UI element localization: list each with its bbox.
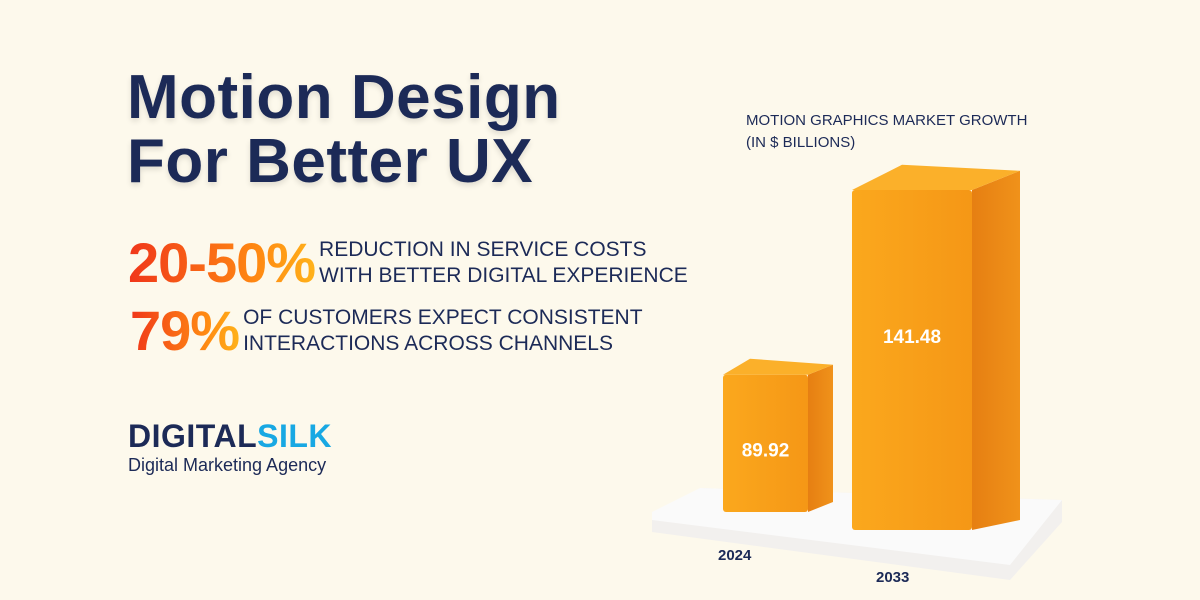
brand-tagline: Digital Marketing Agency bbox=[128, 455, 327, 475]
x-tick-label: 2033 bbox=[876, 569, 909, 586]
bar-top-2033 bbox=[852, 164, 1020, 190]
headline: Motion Design For Better UX bbox=[127, 66, 561, 194]
stat-service-costs: 20-50% REDUCTION IN SERVICE COSTS WITH B… bbox=[128, 230, 688, 295]
bar-2033 bbox=[852, 190, 972, 530]
chart-subtitle: (IN $ BILLIONS) bbox=[746, 134, 856, 151]
stat-value: 20-50% bbox=[128, 231, 316, 294]
bar-top-2024 bbox=[723, 358, 833, 375]
x-tick-label: 2024 bbox=[718, 547, 752, 564]
headline-line-1: Motion Design bbox=[127, 63, 561, 132]
data-label: 89.92 bbox=[742, 440, 790, 461]
chart-title: MOTION GRAPHICS MARKET GROWTH (IN $ BILL… bbox=[746, 110, 1027, 154]
logo-part-2: SILK bbox=[257, 418, 332, 454]
stat-line-2: WITH BETTER DIGITAL EXPERIENCE bbox=[319, 263, 688, 287]
headline-line-2: For Better UX bbox=[127, 127, 534, 196]
bar-2024 bbox=[723, 374, 808, 512]
chart-title-text: MOTION GRAPHICS MARKET GROWTH bbox=[746, 112, 1028, 129]
stat-line-2: INTERACTIONS ACROSS CHANNELS bbox=[243, 331, 613, 355]
bar-side-2033 bbox=[972, 170, 1020, 531]
stat-description: REDUCTION IN SERVICE COSTS WITH BETTER D… bbox=[319, 237, 688, 289]
stat-customers: 79% OF CUSTOMERS EXPECT CONSISTENT INTER… bbox=[130, 298, 643, 363]
digitalsilk-logo: DIGITALSILK bbox=[128, 418, 332, 455]
stat-line-1: REDUCTION IN SERVICE COSTS bbox=[319, 237, 647, 261]
stat-value: 79% bbox=[130, 299, 240, 362]
stat-description: OF CUSTOMERS EXPECT CONSISTENT INTERACTI… bbox=[243, 305, 642, 357]
bar-side-2024 bbox=[808, 364, 833, 512]
logo-part-1: DIGITAL bbox=[128, 418, 258, 454]
data-label: 141.48 bbox=[883, 327, 941, 348]
stat-line-1: OF CUSTOMERS EXPECT CONSISTENT bbox=[243, 305, 643, 329]
